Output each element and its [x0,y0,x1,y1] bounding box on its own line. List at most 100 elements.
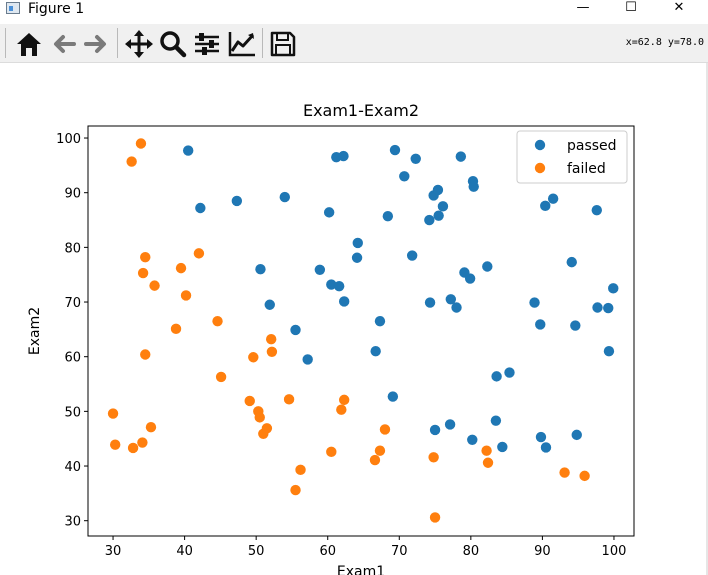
figure-canvas[interactable]: Exam1-Exam2 30 40 50 60 70 80 90 100 30 40 50 60 70… [0,63,708,575]
scatter-chart[interactable]: Exam1-Exam2 30 40 50 60 70 80 90 100 30 40 50 60 70… [0,63,708,575]
data-point-failed [244,395,255,407]
data-point-failed [248,352,259,363]
data-point-failed [482,457,494,468]
edit-axis-icon [228,32,255,57]
home-icon [17,33,41,56]
data-point-passed [437,201,449,212]
data-point-passed [535,431,547,443]
data-point-passed [314,264,326,275]
data-point-passed [279,191,290,203]
data-point-passed [387,391,399,402]
data-point-passed [451,302,462,313]
configure-subplots-button[interactable] [191,28,223,60]
data-point-passed [535,319,546,330]
data-point-failed [212,315,223,327]
data-point-failed [109,439,121,450]
data-point-failed [326,446,337,458]
data-point-failed [559,467,570,478]
data-point-failed [481,445,492,456]
save-button[interactable] [267,28,299,60]
data-point-passed [540,200,551,212]
data-point-failed [338,394,350,406]
data-point-passed [444,419,456,430]
x-tick-label: 50 [248,544,265,559]
data-point-passed [433,210,444,221]
y-tick-label: 40 [64,460,81,475]
data-point-passed [570,320,581,331]
data-point-passed [333,280,345,292]
data-point-passed [491,371,502,382]
legend-label-passed: passed [567,138,617,154]
data-point-passed [351,252,363,263]
zoom-button[interactable] [157,28,189,60]
scatter-points [107,138,619,523]
zoom-icon [160,31,187,58]
configure-subplots-icon [195,33,219,55]
x-tick-label: 40 [176,544,193,559]
data-point-passed [374,315,386,327]
minimize-button[interactable]: — [576,0,590,15]
data-point-passed [338,296,350,307]
data-point-passed [603,302,614,314]
y-tick-label: 50 [64,405,81,420]
toolbar-separator [262,28,263,58]
data-point-failed [429,512,441,523]
data-point-passed [504,367,515,378]
data-point-passed [464,273,476,284]
data-point-failed [180,290,192,301]
y-tick-label: 60 [64,351,81,366]
window-right-edge [706,63,708,575]
plot-frame [87,125,635,537]
home-button[interactable] [13,28,45,60]
series-failed [107,138,590,523]
app-icon [6,2,20,14]
data-point-failed [295,464,306,476]
window-title: Figure 1 [28,1,85,17]
data-point-failed [379,424,391,435]
x-axis-label: Exam1 [337,564,385,575]
cursor-coordinates: x=62.8 y=78.0 [625,37,704,48]
legend-marker-passed [534,139,546,151]
data-point-passed [571,429,582,441]
y-tick-label: 90 [64,187,81,202]
x-tick-label: 30 [105,544,122,559]
data-point-failed [428,452,439,463]
back-icon [54,35,76,53]
x-tick-label: 60 [319,544,336,559]
data-point-passed [482,261,493,272]
pan-button[interactable] [123,28,155,60]
data-point-passed [432,184,444,196]
y-tick-label: 100 [56,132,81,147]
legend: passed failed [516,130,628,184]
data-point-passed [424,214,435,226]
data-point-failed [140,349,151,360]
back-button[interactable] [48,28,80,60]
data-point-failed [140,252,151,263]
y-tick-label: 70 [64,296,81,311]
close-button[interactable]: ✕ [673,0,685,15]
data-point-passed [455,151,467,162]
data-point-passed [195,202,206,214]
data-point-failed [283,394,295,405]
data-point-failed [107,408,119,419]
data-point-passed [603,346,615,357]
data-point-passed [429,424,441,436]
data-point-failed [135,138,147,149]
data-point-failed [175,262,187,274]
data-point-passed [382,211,394,222]
x-tick-label: 100 [602,544,627,559]
data-point-passed [255,264,266,275]
forward-button[interactable] [80,28,112,60]
data-point-passed [547,193,559,204]
data-point-passed [467,434,478,445]
edit-axis-button[interactable] [226,28,258,60]
legend-marker-failed [534,162,546,174]
data-point-failed [336,404,347,415]
data-point-passed [591,204,602,216]
x-tick-label: 80 [463,544,480,559]
toolbar-separator [117,28,118,58]
save-icon [270,31,296,57]
data-point-failed [579,470,590,482]
data-point-passed [410,153,421,164]
maximize-button[interactable]: ☐ [625,0,637,15]
